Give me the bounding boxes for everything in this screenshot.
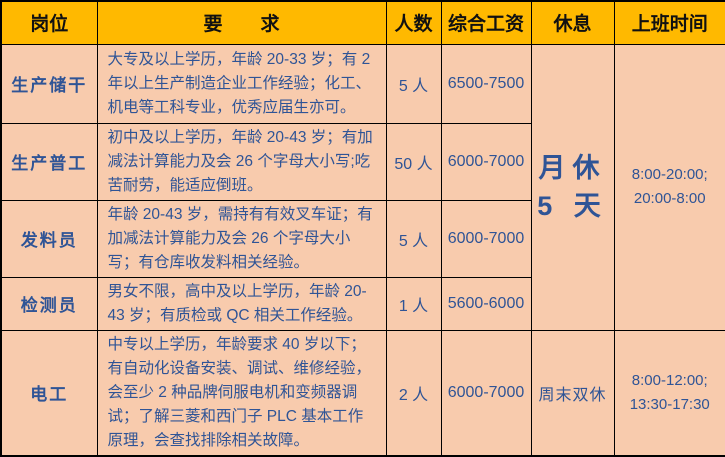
requirements-cell: 中专以上学历，年龄要求 40 岁以下；有自动化设备安装、调试、维修经验，会至少 …: [97, 330, 386, 456]
header-row: 岗位 要 求 人数 综合工资 休息 上班时间: [1, 1, 725, 44]
table-row: 生产储干 大专及以上学历，年龄 20-33 岁；有 2 年以上生产制造企业工作经…: [1, 44, 725, 123]
position-cell: 发料员: [1, 200, 97, 277]
requirements-cell: 大专及以上学历，年龄 20-33 岁；有 2 年以上生产制造企业工作经验；化工、…: [97, 44, 386, 123]
rest-merged-cell: 月休 5 天: [531, 44, 614, 330]
schedule-merged-cell: 8:00-20:00; 20:00-8:00: [614, 44, 725, 330]
headcount-cell: 2 人: [386, 330, 441, 456]
schedule-line-2: 13:30-17:30: [615, 393, 725, 417]
header-headcount: 人数: [386, 1, 441, 44]
salary-cell: 6500-7500: [441, 44, 531, 123]
table-row: 电工 中专以上学历，年龄要求 40 岁以下；有自动化设备安装、调试、维修经验，会…: [1, 330, 725, 456]
schedule-line-1: 8:00-20:00;: [615, 163, 725, 187]
headcount-cell: 1 人: [386, 277, 441, 330]
salary-cell: 6000-7000: [441, 200, 531, 277]
headcount-cell: 50 人: [386, 123, 441, 200]
schedule-cell: 8:00-12:00; 13:30-17:30: [614, 330, 725, 456]
rest-line-2: 5 天: [532, 187, 614, 225]
salary-cell: 6000-7000: [441, 123, 531, 200]
position-cell: 生产储干: [1, 44, 97, 123]
position-cell: 电工: [1, 330, 97, 456]
schedule-line-2: 20:00-8:00: [615, 187, 725, 211]
salary-cell: 5600-6000: [441, 277, 531, 330]
requirements-cell: 初中及以上学历，年龄 20-43 岁；有加减法计算能力及会 26 个字母大小写;…: [97, 123, 386, 200]
rest-cell: 周末双休: [531, 330, 614, 456]
requirements-cell: 年龄 20-43 岁，需持有有效叉车证；有加减法计算能力及会 26 个字母大小写…: [97, 200, 386, 277]
rest-line-1: 月休: [532, 149, 614, 187]
headcount-cell: 5 人: [386, 200, 441, 277]
position-cell: 生产普工: [1, 123, 97, 200]
position-cell: 检测员: [1, 277, 97, 330]
schedule-line-1: 8:00-12:00;: [615, 369, 725, 393]
header-schedule: 上班时间: [614, 1, 725, 44]
headcount-cell: 5 人: [386, 44, 441, 123]
salary-cell: 6000-7000: [441, 330, 531, 456]
header-requirements: 要 求: [97, 1, 386, 44]
header-position: 岗位: [1, 1, 97, 44]
header-rest: 休息: [531, 1, 614, 44]
header-salary: 综合工资: [441, 1, 531, 44]
requirements-cell: 男女不限，高中及以上学历，年龄 20-43 岁；有质检或 QC 相关工作经验。: [97, 277, 386, 330]
